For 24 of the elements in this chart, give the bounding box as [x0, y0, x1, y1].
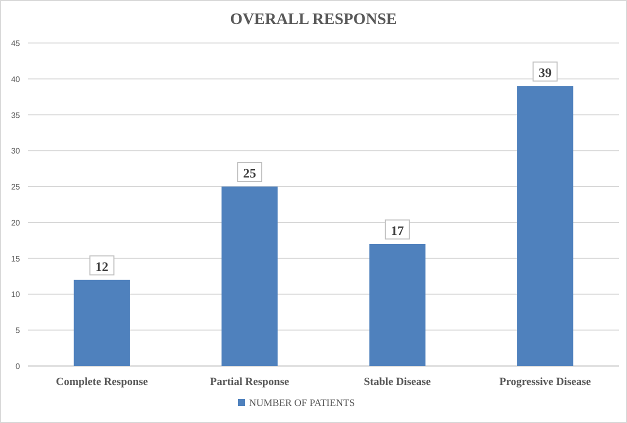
y-tick-label: 5	[16, 326, 21, 336]
data-label: 25	[243, 166, 257, 181]
x-tick-label: Complete Response	[56, 376, 148, 388]
legend-label: NUMBER OF PATIENTS	[249, 398, 355, 409]
y-tick-label: 0	[16, 362, 21, 371]
y-tick-label: 10	[11, 290, 21, 300]
data-label: 17	[390, 222, 404, 238]
data-label: 12	[95, 258, 108, 274]
x-tick-label: Partial Response	[210, 376, 290, 388]
x-tick-label: Progressive Disease	[499, 376, 592, 388]
y-tick-label: 35	[11, 110, 21, 120]
bar	[222, 186, 278, 366]
data-label: 39	[538, 65, 552, 80]
y-tick-label: 25	[11, 182, 21, 192]
y-tick-label: 20	[11, 218, 21, 228]
y-tick-label: 40	[11, 74, 21, 84]
x-tick-label: Stable Disease	[364, 376, 431, 388]
bar	[369, 244, 426, 366]
bar	[74, 280, 130, 366]
y-tick-label: 45	[11, 39, 21, 48]
y-tick-label: 30	[11, 146, 21, 156]
y-tick-label: 15	[11, 254, 21, 264]
bar	[517, 86, 574, 366]
chart-title: OVERALL RESPONSE	[230, 11, 397, 28]
